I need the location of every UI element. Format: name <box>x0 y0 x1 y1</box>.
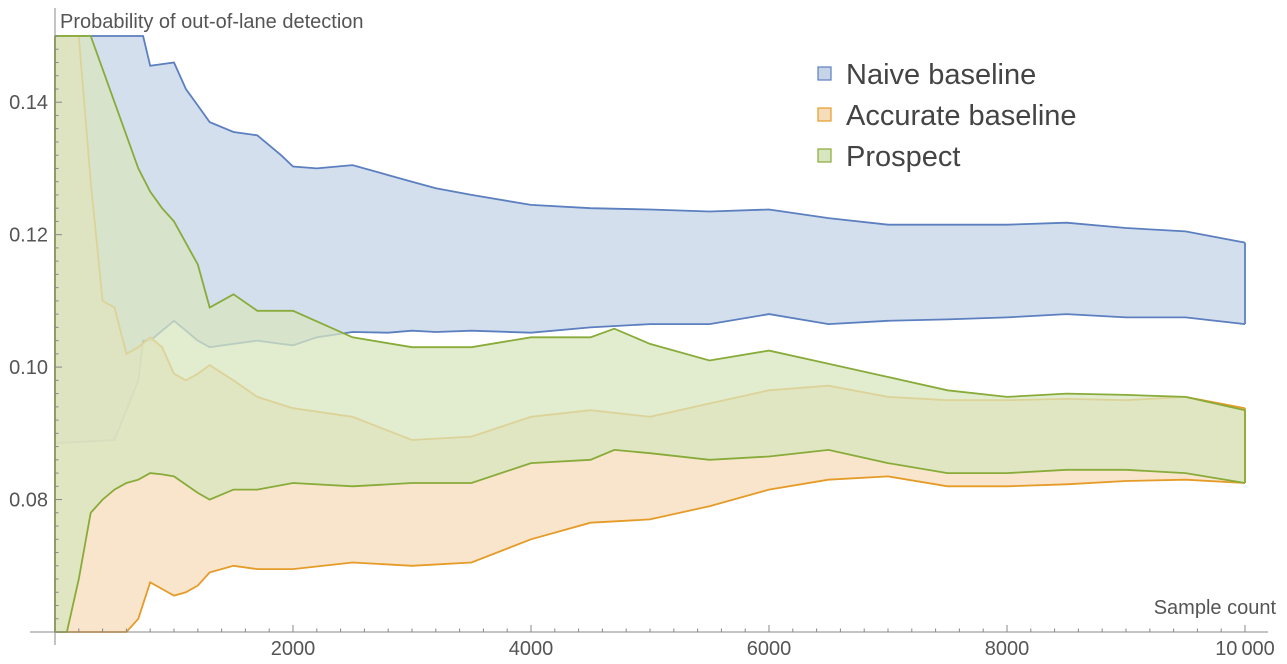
y-axis-ticks: 0.08 0.10 0.12 0.14 <box>9 35 62 633</box>
accurate-baseline-legend-swatch <box>817 107 832 122</box>
prospect-band <box>55 36 1245 632</box>
y-tick-label: 0.10 <box>9 357 48 379</box>
x-axis-label: Sample count <box>1154 597 1277 619</box>
prospect-legend-label: Prospect <box>846 141 960 173</box>
legend: Naive baseline Accurate baseline Prospect <box>817 59 1077 173</box>
accurate-baseline-legend-label: Accurate baseline <box>846 100 1077 132</box>
prospect-legend-swatch <box>817 148 832 163</box>
prospect-upper-line <box>55 35 1246 412</box>
naive-baseline-legend-label: Naive baseline <box>846 59 1036 91</box>
x-tick-label: 6000 <box>747 638 792 660</box>
x-tick-label: 2000 <box>271 638 316 660</box>
naive-baseline-upper-line <box>55 35 1246 244</box>
y-tick-label: 0.12 <box>9 225 48 247</box>
y-tick-label: 0.14 <box>9 92 48 114</box>
naive-baseline-legend-swatch <box>817 66 832 81</box>
x-tick-label: 10 000 <box>1215 638 1275 660</box>
accurate-baseline-lower-line <box>55 475 1246 633</box>
y-axis-label: Probability of out-of-lane detection <box>60 11 364 33</box>
x-axis-ticks: 2000 4000 6000 8000 10 000 <box>54 625 1275 660</box>
prospect-lower-line <box>55 448 1246 633</box>
naive-baseline-band <box>55 36 1245 444</box>
x-tick-label: 4000 <box>509 638 554 660</box>
y-tick-label: 0.08 <box>9 490 48 512</box>
x-tick-label: 8000 <box>985 638 1030 660</box>
